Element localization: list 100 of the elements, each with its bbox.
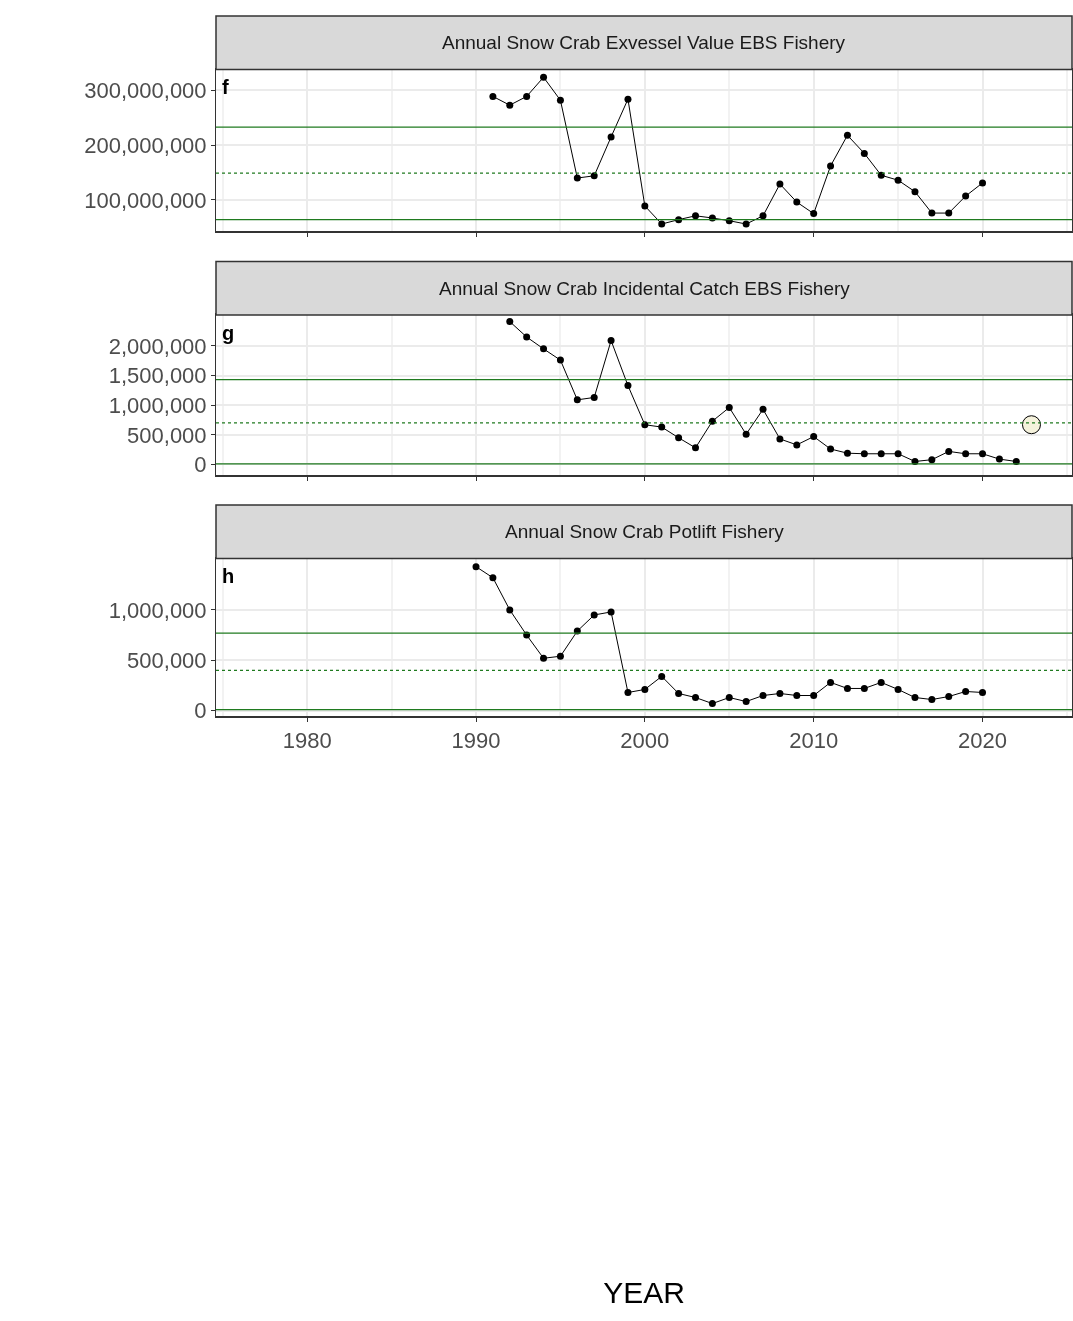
point bbox=[556, 96, 564, 104]
point bbox=[540, 73, 548, 81]
point bbox=[945, 209, 953, 217]
annotation: g bbox=[222, 322, 235, 344]
point bbox=[928, 209, 936, 217]
point bbox=[708, 700, 716, 708]
chart-title: Annual Snow Crab Exvessel Value EBS Fishery bbox=[442, 32, 846, 53]
point bbox=[877, 171, 885, 179]
point bbox=[742, 430, 750, 438]
point bbox=[573, 396, 581, 404]
y-tick-label: 2,000,000 bbox=[108, 333, 207, 359]
point bbox=[472, 563, 480, 571]
point bbox=[573, 174, 581, 182]
point bbox=[979, 688, 987, 696]
point bbox=[945, 447, 953, 455]
point bbox=[979, 179, 987, 187]
point bbox=[928, 456, 936, 464]
y-tick-label: 0 bbox=[194, 452, 207, 478]
point bbox=[793, 198, 801, 206]
point bbox=[590, 393, 598, 401]
point bbox=[979, 450, 987, 458]
point bbox=[607, 133, 615, 141]
point bbox=[860, 149, 868, 157]
point bbox=[759, 692, 767, 699]
point bbox=[810, 433, 818, 441]
point bbox=[759, 212, 767, 220]
point bbox=[506, 101, 514, 109]
point bbox=[962, 192, 970, 200]
point bbox=[911, 188, 919, 196]
point bbox=[607, 608, 615, 616]
point bbox=[607, 337, 615, 345]
point bbox=[877, 678, 885, 686]
point bbox=[911, 694, 919, 702]
y-tick-label: 1,500,000 bbox=[108, 363, 207, 389]
annotation: f bbox=[222, 76, 229, 98]
point bbox=[776, 435, 784, 443]
point bbox=[540, 654, 548, 662]
x-tick-label: 2000 bbox=[620, 728, 670, 754]
point bbox=[827, 445, 835, 453]
annotation: h bbox=[222, 565, 235, 587]
point bbox=[489, 574, 497, 582]
point bbox=[860, 450, 868, 458]
chart-title: Annual Snow Crab Potlift Fishery bbox=[505, 521, 785, 542]
chart-title: Annual Snow Crab Incidental Catch EBS Fishery bbox=[439, 278, 851, 299]
y-tick-label: 0 bbox=[194, 698, 207, 724]
point bbox=[776, 690, 784, 697]
point bbox=[827, 678, 835, 686]
point bbox=[962, 450, 970, 458]
point bbox=[523, 92, 531, 100]
point bbox=[995, 455, 1003, 463]
x-tick-label: 2010 bbox=[789, 728, 839, 754]
y-tick-label: 300,000,000 bbox=[84, 78, 207, 104]
point bbox=[540, 345, 548, 353]
y-tick-label: 1,000,000 bbox=[108, 392, 207, 418]
point bbox=[692, 694, 699, 702]
point bbox=[658, 220, 666, 228]
point bbox=[489, 92, 497, 100]
point bbox=[624, 688, 632, 696]
point bbox=[624, 95, 632, 103]
point bbox=[725, 694, 733, 702]
point bbox=[742, 698, 750, 706]
point bbox=[742, 220, 750, 228]
point bbox=[759, 405, 767, 413]
point bbox=[894, 176, 902, 184]
point bbox=[725, 404, 733, 412]
x-tick-label: 2020 bbox=[958, 728, 1007, 754]
point bbox=[692, 444, 699, 452]
point bbox=[810, 210, 818, 218]
point bbox=[827, 162, 835, 170]
point bbox=[793, 441, 801, 449]
point bbox=[843, 449, 851, 457]
x-axis-title: YEAR bbox=[603, 1276, 685, 1310]
point bbox=[675, 690, 683, 697]
point bbox=[810, 692, 818, 699]
point bbox=[894, 450, 902, 458]
point bbox=[675, 434, 683, 442]
point bbox=[658, 423, 666, 431]
y-tick-label: 500,000 bbox=[127, 422, 207, 448]
point bbox=[556, 652, 564, 660]
point bbox=[624, 382, 632, 390]
y-tick-label: 100,000,000 bbox=[84, 187, 207, 213]
point bbox=[962, 687, 970, 695]
point bbox=[776, 180, 784, 188]
point bbox=[843, 684, 851, 692]
point bbox=[556, 356, 564, 364]
point bbox=[793, 692, 801, 699]
point bbox=[928, 696, 936, 704]
point bbox=[877, 450, 885, 458]
point bbox=[506, 606, 514, 614]
x-tick-label: 1980 bbox=[282, 728, 332, 754]
y-tick-label: 200,000,000 bbox=[84, 132, 207, 158]
point bbox=[860, 684, 868, 692]
point bbox=[843, 131, 851, 139]
y-tick-label: 1,000,000 bbox=[108, 597, 207, 623]
point bbox=[945, 693, 953, 701]
point bbox=[506, 318, 514, 326]
point bbox=[641, 202, 649, 210]
point bbox=[641, 685, 649, 693]
y-tick-label: 500,000 bbox=[127, 647, 207, 673]
point bbox=[894, 685, 902, 693]
